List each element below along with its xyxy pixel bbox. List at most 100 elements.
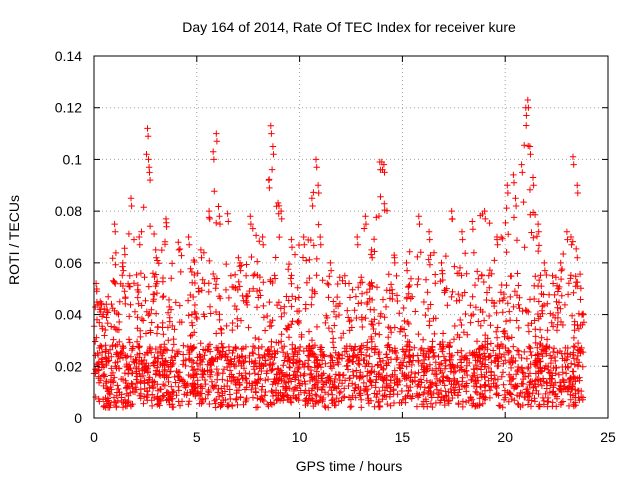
data-point (254, 395, 261, 402)
data-point-peak (266, 184, 273, 192)
data-point (216, 316, 223, 324)
data-point (379, 296, 387, 303)
data-point (122, 295, 129, 302)
data-point-peak (416, 220, 423, 228)
data-point (307, 236, 314, 244)
data-point (150, 298, 157, 305)
data-point (137, 270, 145, 277)
data-point (420, 372, 427, 379)
data-point (450, 369, 457, 376)
data-point (326, 273, 333, 280)
data-point (334, 359, 341, 366)
data-point (433, 370, 440, 378)
y-tick-label: 0.04 (55, 307, 82, 323)
data-point (154, 257, 161, 264)
data-point (472, 388, 479, 395)
data-point (543, 271, 550, 279)
data-point (328, 397, 335, 404)
data-point (448, 380, 455, 388)
data-point-peak (317, 233, 324, 241)
data-point (526, 370, 534, 377)
data-point (454, 391, 462, 399)
data-point (146, 223, 154, 230)
data-point (538, 290, 545, 298)
data-point (238, 360, 245, 367)
data-point (199, 355, 207, 363)
data-point (327, 363, 334, 370)
data-point (364, 346, 371, 353)
data-point (377, 358, 384, 366)
data-point (450, 375, 458, 382)
data-point (535, 242, 543, 249)
data-point (145, 283, 152, 290)
data-point (106, 404, 113, 411)
data-point-peak (265, 176, 272, 184)
data-point (285, 260, 293, 268)
data-point (102, 354, 109, 361)
x-tick-label: 10 (292, 429, 308, 445)
data-point (554, 321, 561, 328)
data-point-peak (557, 259, 564, 267)
data-point (460, 329, 468, 336)
data-point (332, 371, 340, 378)
data-point (371, 368, 378, 375)
data-point (339, 351, 346, 359)
data-point (375, 403, 383, 411)
data-point (156, 402, 163, 409)
data-point (251, 344, 258, 352)
data-point (442, 252, 450, 260)
data-point (305, 357, 312, 364)
data-point (373, 391, 381, 398)
data-point (425, 385, 432, 392)
data-point (295, 317, 302, 325)
data-point (308, 301, 315, 308)
data-point (482, 394, 489, 401)
data-point (171, 353, 178, 360)
data-point (159, 350, 167, 357)
data-point (506, 371, 513, 378)
data-point (140, 317, 147, 324)
data-point (450, 387, 458, 394)
data-point-peak (136, 241, 143, 248)
data-point (345, 356, 353, 363)
data-point (551, 353, 559, 361)
data-point (277, 367, 285, 374)
data-point (273, 203, 280, 210)
data-point (504, 300, 511, 307)
data-point (318, 357, 326, 364)
data-point (349, 368, 357, 375)
x-tick-label: 0 (90, 429, 98, 445)
data-point (325, 404, 332, 411)
data-point (303, 279, 311, 286)
data-point (405, 283, 412, 290)
data-point (559, 369, 566, 376)
data-point (202, 380, 209, 388)
data-point (309, 396, 316, 404)
data-point (190, 358, 197, 366)
data-point (260, 397, 267, 405)
data-point (462, 250, 469, 257)
data-point (186, 348, 193, 356)
data-point (141, 393, 148, 400)
data-point (184, 297, 192, 304)
data-point (146, 343, 154, 351)
data-point (350, 372, 357, 379)
data-point (277, 305, 284, 312)
data-point-peak (327, 267, 335, 274)
data-point (207, 310, 214, 317)
data-point (287, 275, 294, 282)
data-point (130, 236, 138, 243)
data-point (194, 365, 202, 373)
data-point (264, 312, 271, 320)
data-point (102, 342, 109, 349)
data-point (487, 340, 495, 347)
data-point (250, 285, 257, 292)
data-point (127, 364, 134, 372)
data-point (133, 380, 141, 387)
data-point (131, 308, 139, 315)
data-point (320, 381, 328, 388)
data-point-peak (314, 182, 322, 189)
data-point (100, 403, 107, 410)
data-point (456, 264, 464, 272)
data-point (365, 395, 372, 402)
